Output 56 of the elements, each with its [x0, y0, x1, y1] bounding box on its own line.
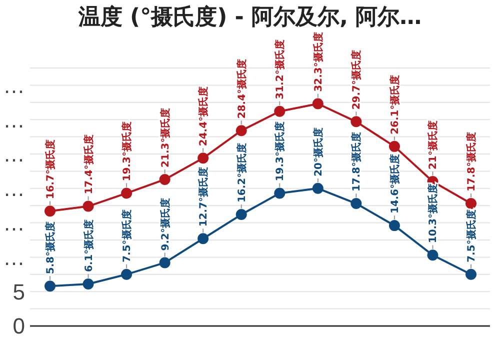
point — [466, 198, 476, 210]
data-label: 6.1°摄氏度 — [82, 219, 95, 272]
point — [198, 233, 209, 244]
chart-title: 温度 (°摄氏度) - 阿尔及尔, 阿尔… — [77, 4, 422, 30]
y-tick-label: … — [3, 72, 25, 98]
point — [44, 206, 56, 217]
y-tick-label: 5 — [12, 279, 25, 304]
data-label: 16.2°摄氏度 — [236, 142, 248, 203]
point — [274, 106, 286, 117]
data-label: 12.7°摄氏度 — [198, 166, 210, 227]
data-label: 21.3°摄氏度 — [159, 108, 172, 168]
point — [198, 152, 209, 164]
data-label: 19.3°摄氏度 — [274, 122, 286, 182]
data-label: 32.3°摄氏度 — [312, 32, 324, 92]
point — [312, 98, 324, 110]
y-tick-label: … — [3, 107, 25, 132]
point — [350, 116, 362, 128]
point — [466, 268, 476, 280]
point — [121, 268, 132, 280]
data-label: 17.8°摄氏度 — [350, 132, 363, 192]
data-label: 17.8°摄氏度 — [466, 132, 478, 192]
data-label: 24.4°摄氏度 — [198, 86, 210, 146]
data-label: 16.7°摄氏度 — [44, 139, 56, 200]
y-tick-label: … — [3, 176, 25, 202]
data-label: 29.7°摄氏度 — [350, 50, 363, 110]
data-label: 31.2°摄氏度 — [274, 40, 286, 100]
data-label: 26.1°摄氏度 — [388, 74, 401, 134]
data-label: 19.3°摄氏度 — [121, 122, 134, 182]
data-label: 9.2°摄氏度 — [159, 198, 172, 251]
point — [274, 188, 286, 199]
point — [44, 280, 56, 292]
point — [159, 174, 170, 185]
point — [427, 250, 438, 261]
point — [236, 125, 247, 136]
y-tick-label: 0 — [12, 314, 25, 339]
y-tick-label: … — [3, 210, 25, 236]
data-label: 17.4°摄氏度 — [82, 134, 95, 194]
point — [82, 200, 94, 212]
data-label: 7.5°摄氏度 — [466, 210, 478, 262]
y-tick-label: … — [3, 244, 25, 270]
point — [350, 198, 362, 210]
point — [82, 278, 94, 290]
data-label: 7.5°摄氏度 — [121, 210, 134, 262]
point — [312, 182, 324, 194]
data-label: 28.4°摄氏度 — [236, 58, 248, 119]
point — [388, 140, 400, 152]
y-tick-label: … — [3, 142, 25, 167]
data-label: 21°摄氏度 — [427, 120, 440, 170]
point — [121, 188, 132, 199]
data-label: 20°摄氏度 — [312, 127, 324, 176]
point — [159, 257, 170, 268]
point — [236, 209, 247, 220]
data-label: 5.8°摄氏度 — [44, 221, 56, 274]
data-label: 10.3°摄氏度 — [427, 183, 440, 244]
data-label: 14.6°摄氏度 — [388, 154, 401, 214]
point — [388, 220, 400, 232]
